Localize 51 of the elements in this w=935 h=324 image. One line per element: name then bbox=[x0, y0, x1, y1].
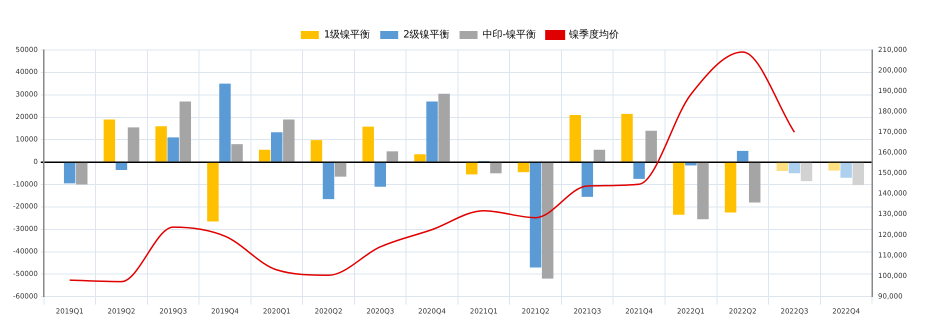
line-series bbox=[68, 51, 796, 282]
bar bbox=[155, 126, 167, 162]
bar bbox=[116, 162, 128, 170]
bar bbox=[362, 126, 374, 162]
bar bbox=[673, 162, 685, 215]
bar bbox=[219, 84, 231, 162]
bar bbox=[542, 162, 554, 279]
legend-label: 中印-镍平衡 bbox=[482, 28, 536, 41]
bar bbox=[310, 140, 322, 162]
bar bbox=[800, 162, 812, 182]
bar bbox=[128, 127, 140, 162]
bar bbox=[386, 151, 398, 162]
bar bbox=[322, 162, 334, 200]
bar bbox=[840, 162, 852, 178]
bar bbox=[207, 162, 219, 222]
bar bbox=[697, 162, 709, 220]
bar bbox=[645, 130, 657, 162]
bar bbox=[271, 132, 282, 162]
legend-label: 镍季度均价 bbox=[568, 28, 620, 41]
bar bbox=[633, 162, 645, 179]
bar bbox=[104, 119, 116, 162]
bar bbox=[167, 137, 179, 162]
bar bbox=[748, 162, 760, 202]
bar bbox=[426, 102, 438, 162]
bar bbox=[776, 162, 788, 172]
bar bbox=[76, 162, 88, 185]
bar bbox=[64, 162, 76, 184]
bar bbox=[231, 144, 243, 162]
bar bbox=[736, 150, 748, 162]
bar bbox=[828, 162, 840, 171]
bar bbox=[530, 162, 542, 268]
legend-label: 2级镍平衡 bbox=[403, 28, 450, 41]
bar bbox=[414, 154, 426, 162]
bar bbox=[518, 162, 530, 172]
bar bbox=[374, 162, 386, 187]
bar bbox=[334, 162, 346, 177]
bar bbox=[180, 102, 192, 162]
bar bbox=[490, 162, 502, 174]
bar bbox=[258, 150, 270, 162]
bar bbox=[724, 162, 736, 213]
bar bbox=[582, 162, 594, 197]
bar bbox=[685, 162, 697, 166]
bar bbox=[283, 119, 295, 162]
bar bbox=[621, 114, 633, 162]
bar bbox=[594, 150, 606, 162]
bar bbox=[788, 162, 800, 174]
bar bbox=[438, 94, 450, 162]
bar bbox=[852, 162, 864, 186]
bar bbox=[466, 162, 478, 174]
legend-label: 1级镍平衡 bbox=[324, 28, 370, 41]
bar bbox=[570, 115, 581, 162]
